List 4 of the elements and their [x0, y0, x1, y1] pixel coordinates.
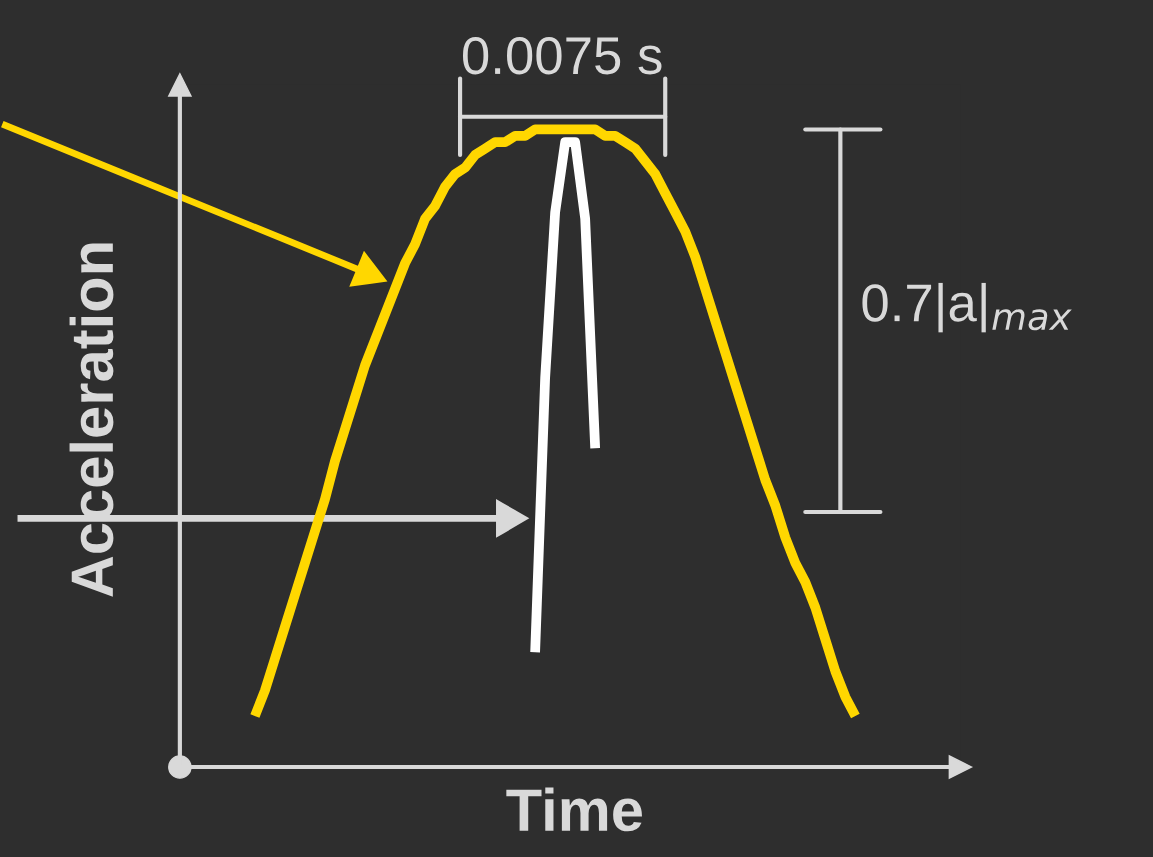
x-axis-title: Time — [506, 787, 642, 832]
text: 0.7|a|$_{max}$ — [862, 282, 1072, 333]
text: 0.0075 s — [462, 37, 662, 75]
y-axis-title: Acceleration — [69, 243, 114, 597]
